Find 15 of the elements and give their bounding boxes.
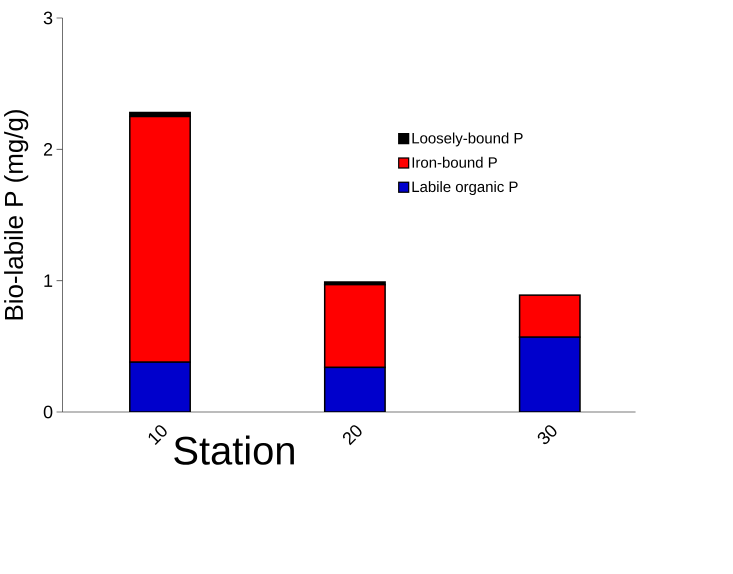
bar <box>518 336 581 412</box>
x-tick-label: 20 <box>342 425 362 446</box>
y-tick-label: 3 <box>44 12 52 24</box>
y-tick-label: 1 <box>44 274 52 287</box>
legend-label: Iron-bound P <box>412 156 497 168</box>
y-tick-label: 0 <box>44 406 52 418</box>
x-axis-title: Station <box>174 436 294 465</box>
bar <box>324 366 386 412</box>
legend-label: Labile organic P <box>412 181 518 196</box>
legend-label: Loosely-bound P <box>412 132 523 146</box>
y-axis-title: Bio-labile P (mg/g) <box>4 110 28 320</box>
y-tick-label: 2 <box>44 143 52 156</box>
x-tick-label: 30 <box>538 425 556 444</box>
x-tick-label: 10 <box>148 425 167 445</box>
bar <box>129 361 191 412</box>
